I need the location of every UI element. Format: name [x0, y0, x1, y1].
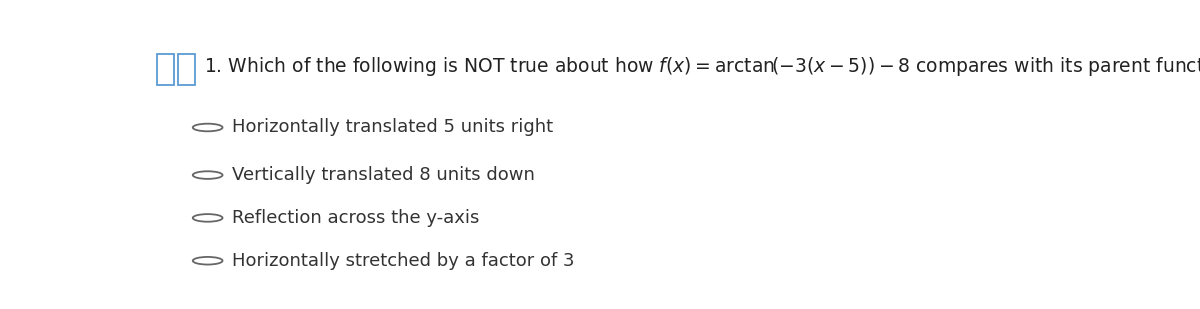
- Text: 1. Which of the following is NOT true about how $\mathit{f}(x) = \mathrm{arctan}: 1. Which of the following is NOT true ab…: [204, 55, 1200, 78]
- Text: Vertically translated 8 units down: Vertically translated 8 units down: [232, 166, 535, 184]
- Text: Reflection across the y-axis: Reflection across the y-axis: [232, 209, 479, 227]
- Text: Horizontally stretched by a factor of 3: Horizontally stretched by a factor of 3: [232, 252, 575, 270]
- Text: Horizontally translated 5 units right: Horizontally translated 5 units right: [232, 118, 553, 137]
